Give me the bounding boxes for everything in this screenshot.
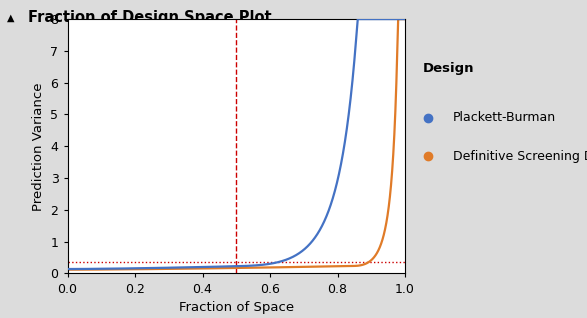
Definitive Screening Design — [316, 265, 323, 268]
Definitive Screening Design — [402, 17, 409, 21]
Definitive Screening Design — [125, 267, 132, 271]
Definitive Screening Design — [64, 268, 71, 272]
X-axis label: Fraction of Space: Fraction of Space — [178, 301, 294, 314]
Text: ▲: ▲ — [7, 12, 15, 22]
Definitive Screening Design — [266, 266, 274, 269]
Plackett-Burman — [354, 17, 361, 21]
Text: Design: Design — [423, 62, 474, 75]
Plackett-Burman — [125, 266, 132, 270]
Definitive Screening Design — [193, 266, 200, 270]
Definitive Screening Design — [284, 265, 291, 269]
Plackett-Burman — [284, 258, 291, 261]
Definitive Screening Design — [394, 17, 402, 21]
Text: Fraction of Design Space Plot: Fraction of Design Space Plot — [28, 10, 272, 25]
Plackett-Burman — [316, 229, 323, 233]
Text: Plackett-Burman: Plackett-Burman — [453, 111, 556, 124]
Plackett-Burman — [266, 262, 274, 266]
Line: Plackett-Burman: Plackett-Burman — [68, 19, 405, 269]
Plackett-Burman — [402, 17, 409, 21]
Text: Definitive Screening Design: Definitive Screening Design — [453, 150, 587, 162]
Plackett-Burman — [342, 140, 349, 144]
Line: Definitive Screening Design: Definitive Screening Design — [68, 19, 405, 270]
Y-axis label: Prediction Variance: Prediction Variance — [32, 82, 45, 211]
Definitive Screening Design — [342, 264, 349, 268]
Plackett-Burman — [193, 265, 200, 269]
Plackett-Burman — [64, 267, 71, 271]
